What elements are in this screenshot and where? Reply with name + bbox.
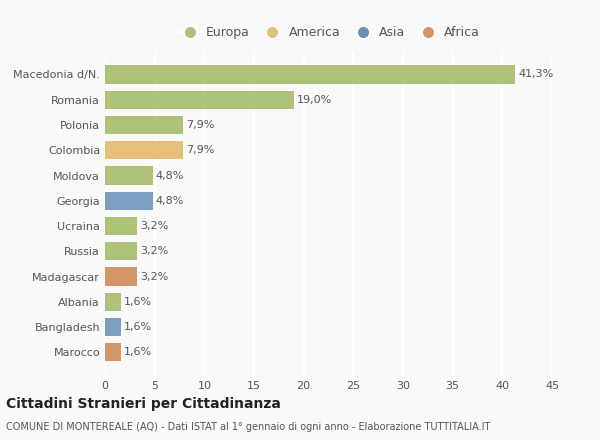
Bar	[105, 141, 184, 159]
Text: 41,3%: 41,3%	[518, 70, 553, 80]
Bar	[105, 242, 137, 260]
Text: 4,8%: 4,8%	[155, 196, 184, 206]
Text: 3,2%: 3,2%	[140, 271, 168, 282]
Text: COMUNE DI MONTEREALE (AQ) - Dati ISTAT al 1° gennaio di ogni anno - Elaborazione: COMUNE DI MONTEREALE (AQ) - Dati ISTAT a…	[6, 422, 490, 433]
Bar	[105, 91, 294, 109]
Text: 3,2%: 3,2%	[140, 246, 168, 256]
Bar	[105, 343, 121, 361]
Text: 1,6%: 1,6%	[124, 322, 152, 332]
Bar	[105, 116, 184, 134]
Text: 19,0%: 19,0%	[297, 95, 332, 105]
Text: Cittadini Stranieri per Cittadinanza: Cittadini Stranieri per Cittadinanza	[6, 397, 281, 411]
Bar	[105, 192, 152, 210]
Bar	[105, 66, 515, 84]
Text: 3,2%: 3,2%	[140, 221, 168, 231]
Bar	[105, 217, 137, 235]
Legend: Europa, America, Asia, Africa: Europa, America, Asia, Africa	[172, 21, 485, 44]
Text: 4,8%: 4,8%	[155, 171, 184, 180]
Text: 7,9%: 7,9%	[187, 145, 215, 155]
Bar	[105, 268, 137, 286]
Bar	[105, 166, 152, 185]
Bar	[105, 293, 121, 311]
Bar	[105, 318, 121, 336]
Text: 1,6%: 1,6%	[124, 347, 152, 357]
Text: 1,6%: 1,6%	[124, 297, 152, 307]
Text: 7,9%: 7,9%	[187, 120, 215, 130]
